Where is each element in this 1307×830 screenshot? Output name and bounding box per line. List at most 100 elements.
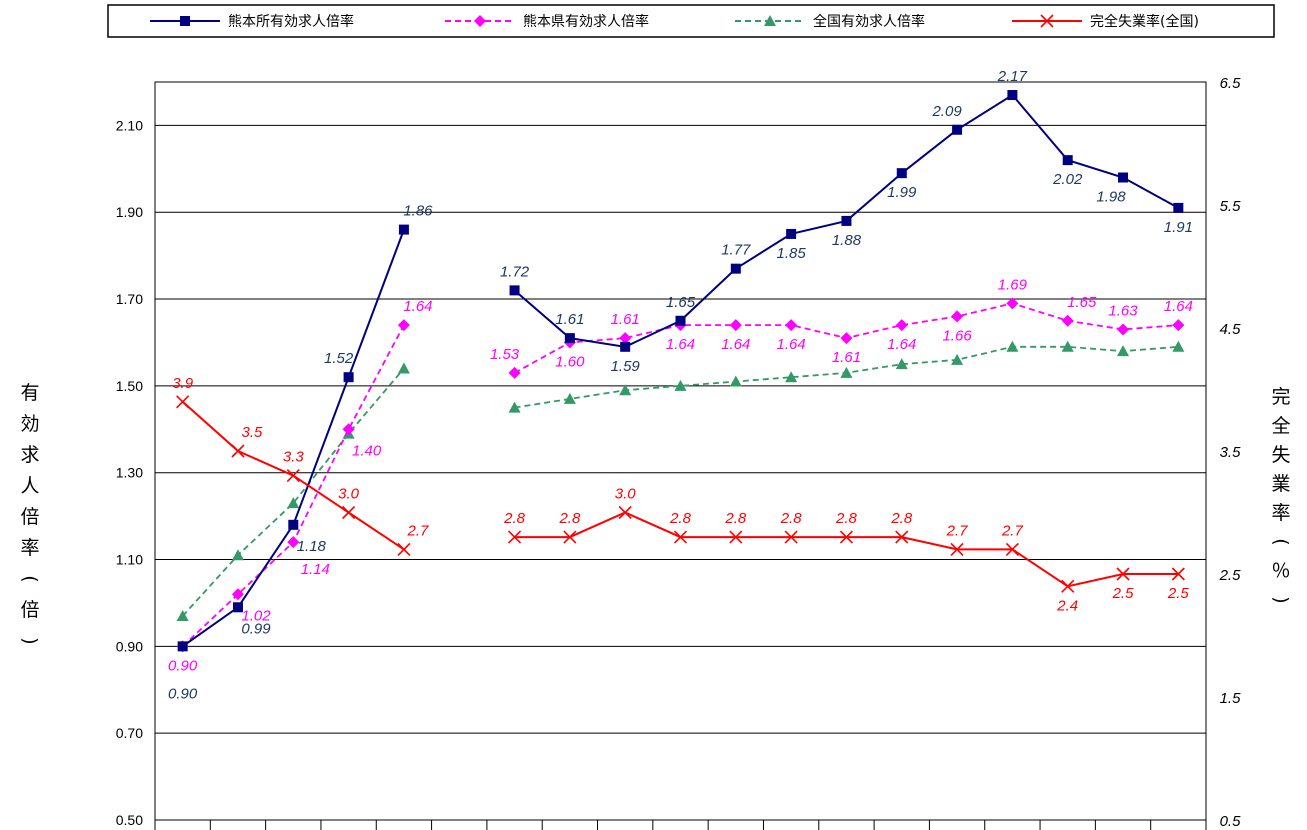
data-label: 2.09 xyxy=(931,103,962,120)
axis-title-char: 有 xyxy=(20,382,39,404)
data-label: 3.3 xyxy=(283,449,305,466)
data-point xyxy=(895,530,909,544)
data-point xyxy=(618,505,632,520)
data-point xyxy=(1172,340,1185,352)
y-tick-label: 1.90 xyxy=(116,204,143,220)
y2-tick-label: 2.5 xyxy=(1219,567,1242,584)
series-line xyxy=(182,324,405,648)
data-point xyxy=(176,395,190,409)
legend-entry: 全国有効求人倍率 xyxy=(735,13,925,30)
y2-tick-label: 1.5 xyxy=(1220,690,1242,707)
data-point xyxy=(620,341,631,352)
data-point xyxy=(840,366,853,378)
legend-label: 完全失業率(全国) xyxy=(1090,13,1199,30)
data-point xyxy=(841,215,852,226)
data-point xyxy=(619,332,632,345)
data-point xyxy=(784,530,798,544)
data-label: 2.4 xyxy=(1056,597,1078,614)
data-point xyxy=(895,319,908,332)
data-point xyxy=(1040,14,1054,28)
legend: 熊本所有効求人倍率 熊本県有効求人倍率 全国有効求人倍率 完全失業率(全国) xyxy=(107,4,1275,38)
data-label: 1.69 xyxy=(998,276,1028,293)
data-labels: 0.90 0.99 1.18 1.52 1.86 1.72 1.61 1.59 1.65 1.77… xyxy=(168,68,1193,702)
data-label: 1.99 xyxy=(887,184,917,201)
data-label: 1.63 xyxy=(1108,302,1138,319)
axis-title-char: 人 xyxy=(20,475,39,497)
data-point xyxy=(950,542,964,556)
axis-title-char: ) xyxy=(1270,596,1292,603)
data-label: 1.65 xyxy=(1067,294,1097,311)
data-label: 3.0 xyxy=(338,486,360,503)
data-label: 1.18 xyxy=(297,538,327,555)
data-point xyxy=(397,362,410,374)
data-label: 1.52 xyxy=(324,350,354,367)
data-label: 2.8 xyxy=(558,510,581,527)
data-label: 2.5 xyxy=(1167,585,1190,602)
data-point xyxy=(508,401,521,413)
y-tick-label: 1.70 xyxy=(116,291,143,307)
data-label: 1.88 xyxy=(832,232,862,249)
data-point xyxy=(287,536,300,549)
data-label: 1.66 xyxy=(942,327,972,344)
data-point xyxy=(231,588,244,601)
data-label: 1.61 xyxy=(611,311,640,328)
y-tick-label: 0.70 xyxy=(116,725,143,741)
data-point xyxy=(1172,319,1185,332)
data-point xyxy=(785,319,798,332)
data-label: 2.8 xyxy=(780,510,803,527)
y2-axis-title: 完全失業率 (％) xyxy=(1270,386,1292,604)
left-axis-tick-labels: 0.50 0.70 0.90 1.10 1.30 1.50 1.70 1.90 2.10 xyxy=(116,117,143,828)
axis-title-char: 率 xyxy=(1271,502,1290,524)
data-point xyxy=(397,542,411,556)
data-point xyxy=(563,392,576,404)
legend-label: 熊本県有効求人倍率 xyxy=(523,13,649,30)
data-label: 1.40 xyxy=(352,442,382,459)
data-point xyxy=(1118,172,1129,183)
data-point xyxy=(896,168,907,179)
data-label: 1.98 xyxy=(1096,189,1126,206)
data-point xyxy=(729,375,742,387)
data-point xyxy=(785,371,798,383)
axis-title-char: 業 xyxy=(1271,473,1290,495)
axis-title-char: 効 xyxy=(20,413,39,435)
y-tick-label: 1.30 xyxy=(116,465,143,481)
data-point xyxy=(730,263,741,274)
data-point xyxy=(398,224,409,235)
y2-tick-label: 5.5 xyxy=(1220,198,1242,215)
data-label: 2.7 xyxy=(406,522,429,539)
data-label: 1.91 xyxy=(1164,219,1193,236)
axis-title-char: 求 xyxy=(20,444,39,466)
axis-title-char: 倍 xyxy=(20,599,39,621)
data-point xyxy=(840,332,853,345)
data-label: 2.7 xyxy=(1001,522,1024,539)
data-label: 1.64 xyxy=(403,298,432,315)
data-point xyxy=(1171,567,1185,581)
data-point xyxy=(180,16,190,26)
data-point xyxy=(619,384,632,396)
legend-label: 熊本所有効求人倍率 xyxy=(228,13,354,30)
plot-area xyxy=(154,81,1207,821)
legend-entry: 熊本所有効求人倍率 xyxy=(150,13,354,30)
data-point xyxy=(232,602,243,613)
data-point xyxy=(288,519,299,530)
data-point xyxy=(1173,202,1184,213)
data-label: 1.64 xyxy=(777,336,806,353)
data-label: 2.8 xyxy=(835,510,858,527)
axis-title-char: ) xyxy=(19,637,41,644)
data-point xyxy=(286,469,300,483)
data-point xyxy=(176,609,189,621)
series-3 xyxy=(176,395,1185,593)
axis-title-char: 完 xyxy=(1271,386,1290,408)
data-label: 2.17 xyxy=(997,68,1028,85)
data-label: 1.59 xyxy=(611,358,641,375)
data-label: 1.14 xyxy=(301,561,330,578)
axis-title-char: ( xyxy=(1270,538,1292,545)
data-point xyxy=(507,530,522,544)
legend-entry: 熊本県有効求人倍率 xyxy=(445,13,649,30)
data-point xyxy=(342,505,356,520)
x-axis-ticks xyxy=(154,820,1207,830)
data-point xyxy=(1062,155,1073,166)
data-point xyxy=(764,15,776,26)
data-point xyxy=(673,530,688,544)
